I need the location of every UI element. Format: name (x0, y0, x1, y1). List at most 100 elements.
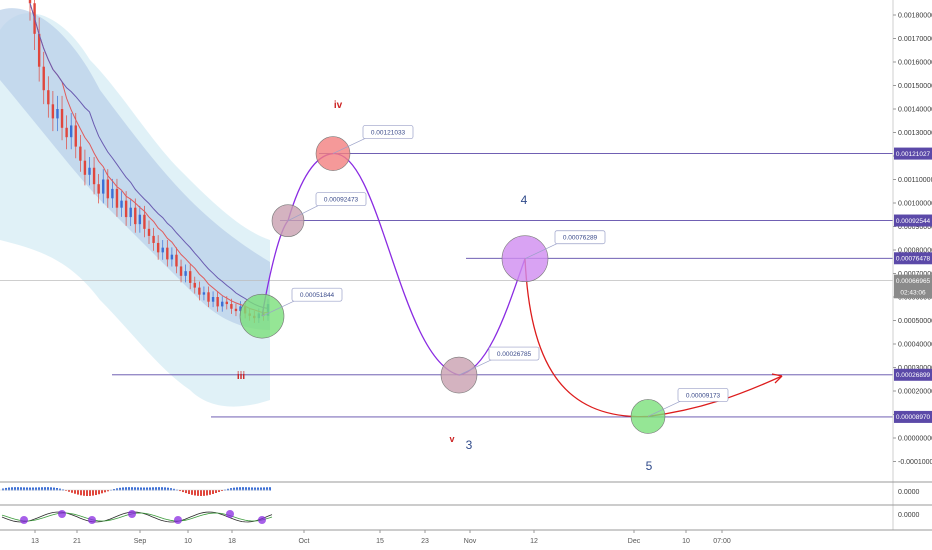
histogram-bar (269, 487, 271, 491)
price-tick-label: 0.00140000 (898, 107, 932, 114)
histogram-bar (164, 487, 166, 491)
histogram-bar (146, 487, 148, 491)
callout-pointer (458, 358, 494, 376)
candle-body (221, 301, 224, 307)
time-tick-label: Dec (628, 538, 641, 545)
time-tick-label: Sep (134, 538, 147, 545)
histogram-bar (14, 487, 16, 491)
histogram-bar (131, 487, 133, 491)
histogram-bar (77, 490, 79, 495)
histogram-bar (179, 490, 181, 492)
histogram-bar (170, 488, 172, 491)
histogram-bar (41, 487, 43, 491)
ma-fast-line (29, 3, 269, 314)
time-tick-label: 23 (421, 538, 429, 545)
candle-body (161, 247, 164, 253)
histogram-bar (53, 487, 55, 491)
histogram-bar (254, 487, 256, 491)
projection-arrowhead (771, 373, 783, 384)
candle-body (92, 167, 96, 185)
candle-body (69, 125, 73, 138)
candle-body (97, 184, 100, 194)
candle-body (42, 66, 45, 91)
price-tag-box (894, 368, 932, 381)
candle-body (188, 271, 192, 283)
histogram-bar (38, 487, 40, 491)
histogram-bar (215, 490, 217, 494)
price-tag-box (894, 252, 932, 265)
callout-pointer (287, 204, 321, 222)
price-tick-label: 0.00050000 (898, 318, 932, 325)
candle-body (65, 127, 68, 138)
price-tick-label: 0.00020000 (898, 389, 932, 396)
histogram-bar (227, 488, 229, 491)
histogram-bar (242, 487, 244, 491)
oscillator-cross-marker (128, 510, 136, 518)
candle-body (211, 297, 215, 302)
callout-value: 0.00026785 (497, 351, 532, 358)
price-tick-label: 0.00170000 (898, 36, 932, 43)
candle-body (60, 109, 64, 128)
callout-box (488, 346, 540, 361)
histogram-bar (155, 487, 157, 491)
time-tick-label: Oct (299, 538, 310, 545)
price-tag-box (894, 214, 932, 227)
candle-body (83, 160, 87, 175)
candle-body (207, 292, 210, 302)
price-tag-label: 02:43:06 (900, 290, 926, 297)
candle-body (198, 287, 201, 295)
candle-body (120, 200, 123, 208)
candle-body (156, 242, 160, 253)
histogram-bar (5, 487, 7, 491)
price-tick-label: 0.00000000 (898, 436, 932, 443)
time-tick-label: 07:00 (713, 538, 731, 545)
oscillator-pane-tick: 0.0000 (898, 512, 920, 519)
histogram-bar (65, 490, 67, 491)
candle-body (56, 109, 59, 119)
histogram-bar (101, 490, 103, 494)
histogram-bar (245, 487, 247, 491)
histogram-bar (23, 487, 25, 491)
histogram-bar (182, 490, 184, 493)
histogram-bar (218, 490, 220, 493)
price-tag-label: 0.00076478 (896, 256, 931, 263)
callout-pointer (524, 242, 560, 260)
oscillator-cross-marker (20, 516, 28, 524)
histogram-bar (44, 487, 46, 491)
candle-body (51, 104, 55, 119)
price-tick-label: 0.00100000 (898, 201, 932, 208)
time-tick-label: 18 (228, 538, 236, 545)
histogram-bar (50, 487, 52, 491)
price-tick-label: 0.00110000 (898, 177, 932, 184)
histogram-bar (98, 490, 100, 495)
histogram-bar (200, 490, 202, 496)
wave-label: 5 (646, 459, 653, 473)
histogram-bar (89, 490, 91, 496)
histogram-bar (47, 487, 49, 491)
histogram-bar (167, 487, 169, 491)
price-tag-box (894, 410, 932, 423)
histogram-bar (59, 488, 61, 491)
macd-histogram-pane (0, 487, 271, 496)
time-axis-ticks: 13 21 Sep 10 18 Oct 15 23 Nov 12 Dec 10 07:00 (31, 530, 731, 545)
histogram-bar (158, 487, 160, 491)
price-tag-label: 0.00026899 (896, 372, 931, 379)
histogram-bar (239, 487, 241, 491)
wave-label: v (449, 434, 454, 444)
wave-label: 3 (466, 438, 473, 452)
oscillator-pane (1, 510, 273, 524)
histogram-bar (74, 490, 76, 494)
histogram-bar (29, 487, 31, 491)
histogram-bar (95, 490, 97, 496)
candle-body (47, 90, 50, 105)
histogram-bar (86, 490, 88, 496)
ma-slow-line (29, 3, 269, 309)
price-tag-label: 0.00066965 (896, 278, 931, 285)
candle-body (193, 282, 196, 288)
oscillator-cross-marker (174, 516, 182, 524)
histogram-bar (191, 490, 193, 495)
callout-value: 0.00121033 (371, 130, 406, 137)
histogram-bar (26, 487, 28, 491)
histogram-bar (173, 488, 175, 491)
